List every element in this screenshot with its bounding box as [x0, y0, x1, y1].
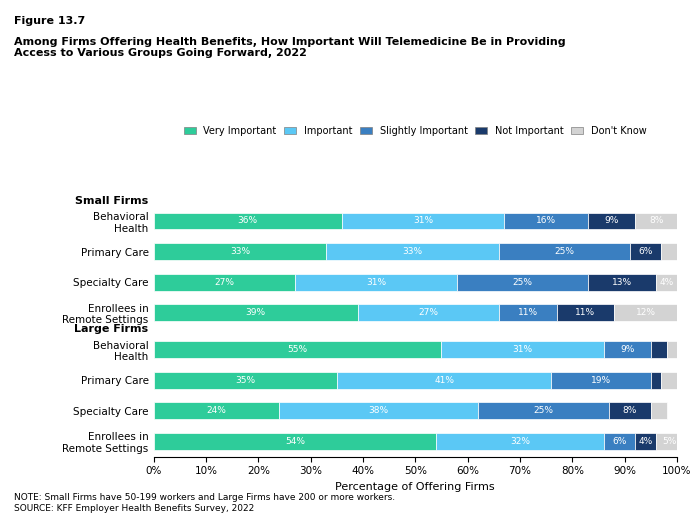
- Text: 5%: 5%: [662, 437, 676, 446]
- Bar: [154, 213, 342, 229]
- Text: 31%: 31%: [413, 216, 433, 225]
- X-axis label: Percentage of Offering Firms: Percentage of Offering Firms: [336, 482, 495, 492]
- Bar: [504, 213, 588, 229]
- Bar: [604, 433, 635, 450]
- Text: 19%: 19%: [591, 376, 611, 385]
- Text: 24%: 24%: [207, 406, 226, 415]
- Bar: [441, 341, 604, 358]
- Text: Small Firms: Small Firms: [75, 196, 148, 206]
- Bar: [551, 372, 651, 388]
- Bar: [457, 274, 588, 291]
- Bar: [295, 274, 457, 291]
- Text: 41%: 41%: [434, 376, 454, 385]
- Bar: [154, 243, 327, 260]
- Bar: [154, 402, 279, 419]
- Text: 6%: 6%: [639, 247, 653, 256]
- Bar: [609, 402, 651, 419]
- Text: 13%: 13%: [612, 278, 632, 287]
- Bar: [604, 341, 651, 358]
- Text: 9%: 9%: [604, 216, 619, 225]
- Bar: [358, 304, 499, 321]
- Text: 39%: 39%: [246, 308, 266, 317]
- Text: 54%: 54%: [285, 437, 305, 446]
- Text: 55%: 55%: [288, 345, 308, 354]
- Bar: [651, 402, 667, 419]
- Text: Large Firms: Large Firms: [74, 324, 148, 334]
- Text: NOTE: Small Firms have 50-199 workers and Large Firms have 200 or more workers.
: NOTE: Small Firms have 50-199 workers an…: [14, 494, 395, 513]
- Text: Among Firms Offering Health Benefits, How Important Will Telemedicine Be in Prov: Among Firms Offering Health Benefits, Ho…: [14, 37, 565, 58]
- Bar: [557, 304, 614, 321]
- Bar: [656, 433, 683, 450]
- Text: 35%: 35%: [235, 376, 255, 385]
- Bar: [279, 402, 478, 419]
- Text: Figure 13.7: Figure 13.7: [14, 16, 85, 26]
- Text: 31%: 31%: [512, 345, 533, 354]
- Text: 11%: 11%: [518, 308, 538, 317]
- Text: 32%: 32%: [510, 437, 530, 446]
- Text: 9%: 9%: [620, 345, 634, 354]
- Bar: [651, 341, 667, 358]
- Bar: [635, 433, 656, 450]
- Text: 38%: 38%: [369, 406, 389, 415]
- Bar: [154, 304, 358, 321]
- Bar: [635, 213, 677, 229]
- Bar: [342, 213, 504, 229]
- Text: 36%: 36%: [238, 216, 258, 225]
- Text: 31%: 31%: [366, 278, 386, 287]
- Bar: [436, 433, 604, 450]
- Bar: [662, 372, 677, 388]
- Text: 6%: 6%: [612, 437, 627, 446]
- Text: 25%: 25%: [533, 406, 554, 415]
- Bar: [614, 304, 677, 321]
- Bar: [667, 341, 677, 358]
- Bar: [154, 341, 441, 358]
- Text: 16%: 16%: [536, 216, 556, 225]
- Text: 25%: 25%: [512, 278, 533, 287]
- Bar: [499, 243, 630, 260]
- Bar: [478, 402, 609, 419]
- Text: 27%: 27%: [214, 278, 235, 287]
- Text: 12%: 12%: [636, 308, 655, 317]
- Bar: [588, 213, 635, 229]
- Bar: [651, 372, 662, 388]
- Bar: [656, 274, 677, 291]
- Bar: [630, 243, 662, 260]
- Text: 4%: 4%: [660, 278, 674, 287]
- Bar: [662, 243, 677, 260]
- Legend: Very Important, Important, Slightly Important, Not Important, Don't Know: Very Important, Important, Slightly Impo…: [180, 122, 651, 140]
- Text: 8%: 8%: [623, 406, 637, 415]
- Text: 33%: 33%: [230, 247, 250, 256]
- Bar: [337, 372, 551, 388]
- Text: 8%: 8%: [649, 216, 663, 225]
- Text: 33%: 33%: [403, 247, 423, 256]
- Bar: [499, 304, 557, 321]
- Bar: [154, 372, 337, 388]
- Bar: [154, 433, 436, 450]
- Text: 4%: 4%: [639, 437, 653, 446]
- Text: 11%: 11%: [575, 308, 595, 317]
- Bar: [588, 274, 656, 291]
- Bar: [154, 274, 295, 291]
- Bar: [327, 243, 499, 260]
- Text: 25%: 25%: [554, 247, 574, 256]
- Text: 27%: 27%: [418, 308, 438, 317]
